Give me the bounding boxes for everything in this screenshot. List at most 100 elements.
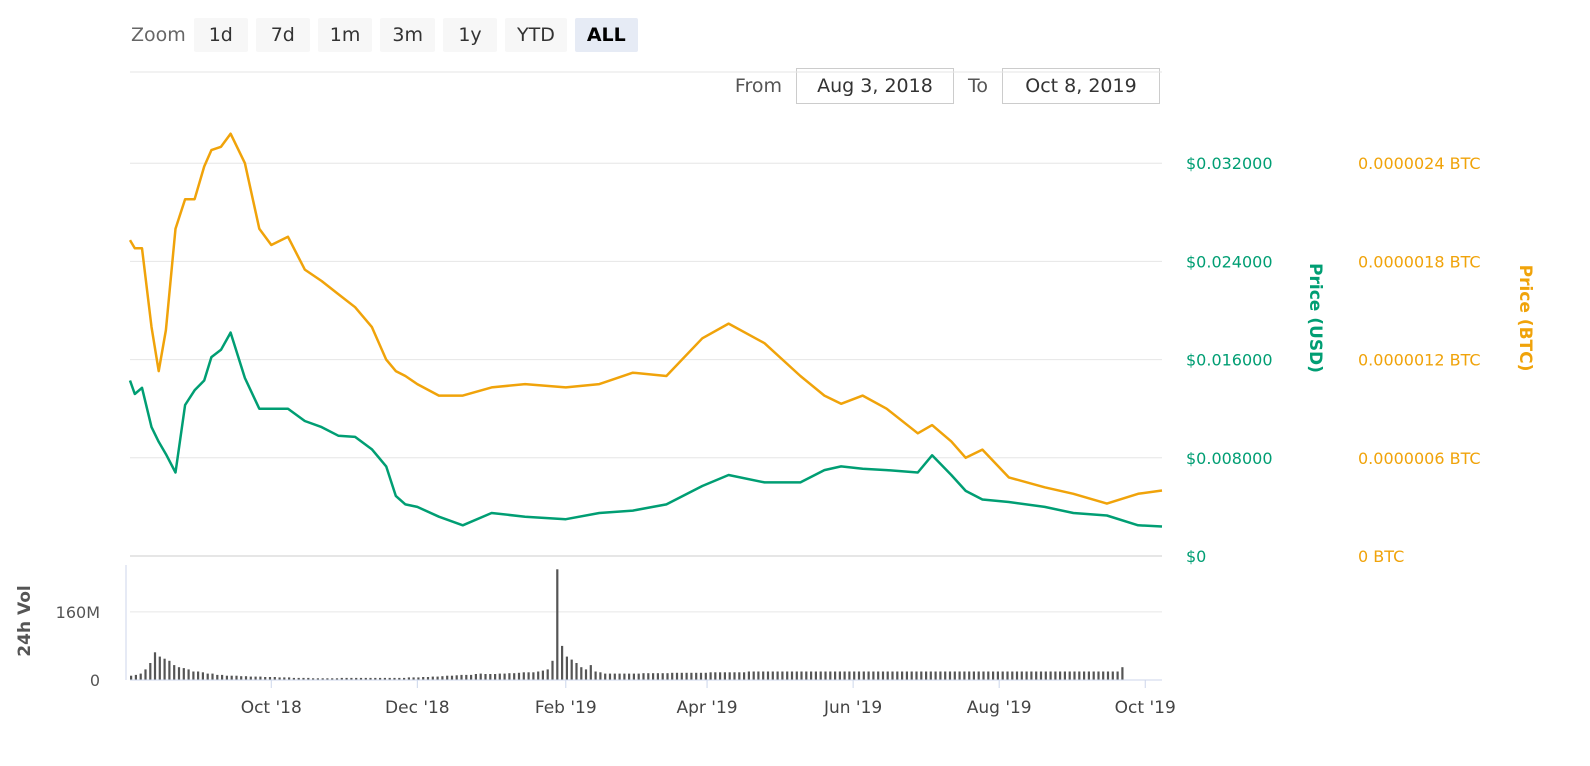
volume-bar <box>1020 671 1023 680</box>
volume-bar <box>1030 671 1033 680</box>
volume-bar <box>479 673 482 680</box>
zoom-1y-button[interactable]: 1y <box>443 18 497 52</box>
volume-bar <box>628 673 631 680</box>
volume-bar <box>446 675 449 680</box>
volume-bar <box>254 676 257 680</box>
zoom-all-button[interactable]: ALL <box>574 18 638 52</box>
volume-bar <box>570 659 573 680</box>
volume-bar <box>403 677 406 680</box>
volume-bar <box>1102 671 1105 680</box>
zoom-1d-button[interactable]: 1d <box>193 18 248 52</box>
volume-bar <box>1121 667 1124 680</box>
volume-bar <box>364 677 367 680</box>
volume-bar <box>249 676 252 680</box>
volume-bar <box>173 665 176 680</box>
volume-bar <box>661 673 664 680</box>
volume-bar <box>149 663 152 680</box>
volume-bar <box>680 672 683 680</box>
volume-bar <box>776 671 779 680</box>
volume-bar <box>948 671 952 680</box>
volume-bar <box>795 671 798 680</box>
volume-bar <box>455 675 458 680</box>
to-date-input[interactable] <box>1002 68 1160 104</box>
volume-bar <box>575 663 578 680</box>
volume-bar <box>613 673 616 680</box>
volume-bar <box>762 671 765 680</box>
zoom-toolbar: Zoom 1d 7d 1m 3m 1y YTD ALL <box>131 18 646 52</box>
volume-bar <box>896 671 899 680</box>
volume-bar <box>910 671 913 680</box>
volume-bar <box>1044 671 1047 680</box>
volume-bar <box>369 677 372 680</box>
volume-bar <box>144 669 147 680</box>
volume-bar <box>388 677 391 680</box>
volume-bar <box>312 678 315 680</box>
y-btc-tick-label: 0.0000018 BTC <box>1358 252 1481 271</box>
volume-bar <box>508 673 511 680</box>
volume-bar <box>652 673 655 680</box>
volume-bar <box>733 672 736 680</box>
volume-bar <box>632 673 635 680</box>
volume-bar <box>992 671 995 680</box>
volume-axis-title: 24h Vol <box>15 585 35 656</box>
x-tick-label: Dec '18 <box>385 698 450 718</box>
volume-bar <box>374 677 377 680</box>
volume-bar <box>642 673 645 680</box>
volume-bar <box>1068 671 1071 680</box>
volume-bar <box>877 671 880 680</box>
volume-bar <box>690 672 693 680</box>
volume-bar <box>297 677 300 680</box>
volume-bar <box>623 673 626 680</box>
volume-bar <box>599 672 602 680</box>
zoom-1m-button[interactable]: 1m <box>317 18 373 52</box>
y-usd-axis-title: Price (USD) <box>1305 263 1325 373</box>
volume-bar <box>1087 671 1090 680</box>
from-label: From <box>734 75 782 97</box>
zoom-3m-button[interactable]: 3m <box>380 18 435 52</box>
volume-bar <box>814 671 817 680</box>
volume-bar <box>546 669 549 680</box>
volume-bar <box>340 677 343 680</box>
volume-bar <box>766 671 770 680</box>
volume-bar <box>695 672 698 680</box>
volume-bar <box>867 671 870 680</box>
volume-bar <box>197 671 200 680</box>
volume-bar <box>1015 671 1019 680</box>
volume-bar <box>810 671 813 680</box>
volume-bar <box>1049 671 1052 680</box>
volume-bar <box>580 667 583 680</box>
volume-bar <box>450 675 454 680</box>
volume-bar <box>561 645 564 680</box>
volume-bar <box>264 677 267 680</box>
volume-bar <box>182 668 185 680</box>
volume-bar <box>216 674 219 680</box>
volume-bar <box>283 677 286 680</box>
volume-bar <box>393 677 396 680</box>
volume-bar <box>192 671 195 680</box>
volume-bar <box>872 671 875 680</box>
zoom-ytd-button[interactable]: YTD <box>505 18 567 52</box>
y-usd-tick-label: $0 <box>1186 547 1206 566</box>
volume-bar <box>704 672 707 680</box>
zoom-7d-button[interactable]: 7d <box>255 18 310 52</box>
y-usd-tick-label: $0.016000 <box>1186 351 1273 370</box>
volume-bar <box>891 671 894 680</box>
to-label: To <box>967 75 988 97</box>
volume-bar <box>1092 671 1095 680</box>
volume-bar <box>996 671 999 680</box>
y-btc-tick-label: 0.0000012 BTC <box>1358 351 1481 370</box>
volume-tick-label: 160M <box>56 603 100 622</box>
volume-bar <box>527 672 530 680</box>
volume-bar <box>1073 671 1076 680</box>
volume-bar <box>417 677 420 680</box>
volume-bar <box>470 674 473 680</box>
volume-bar <box>781 671 784 680</box>
from-date-input[interactable] <box>795 68 954 104</box>
volume-bar <box>221 674 224 680</box>
date-range: From To <box>721 68 1160 104</box>
y-btc-axis-title: Price (BTC) <box>1515 265 1535 372</box>
volume-bar <box>618 673 621 680</box>
y-usd-tick-label: $0.008000 <box>1186 449 1273 468</box>
volume-bar <box>743 672 746 680</box>
